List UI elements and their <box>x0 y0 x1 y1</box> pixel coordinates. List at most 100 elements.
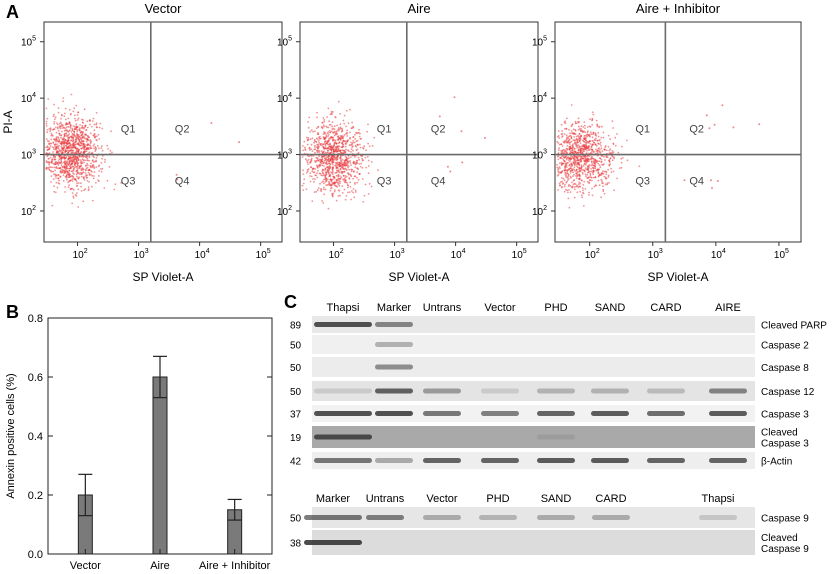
event-dot <box>97 165 100 168</box>
event-dot <box>325 180 328 182</box>
event-dot <box>563 160 566 163</box>
event-dot <box>577 125 580 128</box>
event-dot <box>321 121 324 124</box>
event-dot <box>52 170 55 173</box>
event-dot <box>591 140 594 142</box>
event-dot <box>76 192 78 195</box>
event-dot <box>566 148 569 150</box>
event-dot <box>60 143 63 146</box>
event-dot <box>570 140 573 143</box>
event-dot <box>65 126 68 129</box>
event-dot <box>561 180 563 183</box>
y-tick-label: 103 <box>21 149 36 162</box>
event-dot <box>584 127 586 129</box>
event-dot <box>573 186 576 188</box>
event-dot <box>339 157 342 160</box>
blot-row: 50 Caspase 9 <box>290 507 809 528</box>
event-dot <box>336 171 339 174</box>
event-dot <box>111 151 113 154</box>
event-dot <box>638 165 641 168</box>
event-dot <box>342 171 344 173</box>
event-dot <box>322 180 324 183</box>
event-dot <box>46 155 49 158</box>
event-dot <box>328 160 331 163</box>
event-dot <box>60 160 63 163</box>
event-dot <box>732 126 735 129</box>
event-dot <box>602 185 604 188</box>
event-dot <box>79 142 82 144</box>
event-dot <box>588 191 590 194</box>
event-dot <box>595 184 597 187</box>
event-dot <box>100 147 103 150</box>
event-dot <box>347 186 349 189</box>
event-dot <box>598 160 601 163</box>
event-dot <box>337 175 340 178</box>
event-dot <box>75 180 78 183</box>
event-dot <box>54 139 56 142</box>
event-dot <box>321 152 324 155</box>
event-dot <box>71 178 74 181</box>
event-dot <box>348 168 351 171</box>
event-dot <box>592 173 595 176</box>
event-dot <box>593 141 595 144</box>
event-dot <box>318 172 321 175</box>
event-dot <box>566 189 569 192</box>
event-dot <box>69 165 71 168</box>
event-dot <box>76 167 78 170</box>
event-dot <box>358 128 360 131</box>
blot-band <box>314 434 372 440</box>
event-dot <box>580 169 583 172</box>
event-dot <box>321 126 324 129</box>
blot-strip <box>312 452 755 469</box>
event-dot <box>560 177 563 179</box>
event-dot <box>326 166 328 169</box>
event-dot <box>93 147 95 150</box>
event-dot <box>596 151 599 154</box>
event-dot <box>611 159 614 162</box>
event-dot <box>93 143 96 146</box>
event-dot <box>557 170 560 173</box>
event-dot <box>566 117 568 120</box>
event-dot <box>316 111 318 114</box>
event-dot <box>331 194 334 197</box>
event-dot <box>49 156 52 159</box>
event-dot <box>334 150 337 152</box>
event-dot <box>68 173 71 176</box>
event-dot <box>346 131 348 134</box>
event-dot <box>57 151 60 153</box>
event-dot <box>578 163 580 166</box>
event-dot <box>574 160 576 163</box>
event-dot <box>69 146 72 149</box>
event-dot <box>325 134 328 137</box>
event-dot <box>52 178 55 181</box>
event-dot <box>49 166 52 169</box>
blot-strip <box>312 530 755 555</box>
event-dot <box>349 137 351 140</box>
event-dot <box>567 197 570 200</box>
event-dot <box>591 136 594 139</box>
event-dot <box>600 145 602 147</box>
blot-band <box>591 388 629 394</box>
event-dot <box>67 145 70 148</box>
event-dot <box>101 167 104 170</box>
event-dot <box>338 137 341 140</box>
event-dot <box>79 124 81 126</box>
event-dot <box>582 155 585 157</box>
event-dot <box>311 137 314 140</box>
event-dot <box>580 179 583 182</box>
event-dot <box>578 181 581 184</box>
blot-band <box>537 458 575 463</box>
event-dot <box>571 181 573 184</box>
event-dot <box>64 157 67 160</box>
lane-label: PHD <box>486 493 509 505</box>
event-dot <box>317 187 320 190</box>
event-dot <box>80 169 83 172</box>
event-dot <box>356 148 359 151</box>
event-dot <box>590 157 593 160</box>
event-dot <box>75 140 78 143</box>
event-dot <box>561 170 563 173</box>
event-dot <box>69 157 72 160</box>
event-dot <box>82 168 84 170</box>
event-dot <box>571 123 574 126</box>
